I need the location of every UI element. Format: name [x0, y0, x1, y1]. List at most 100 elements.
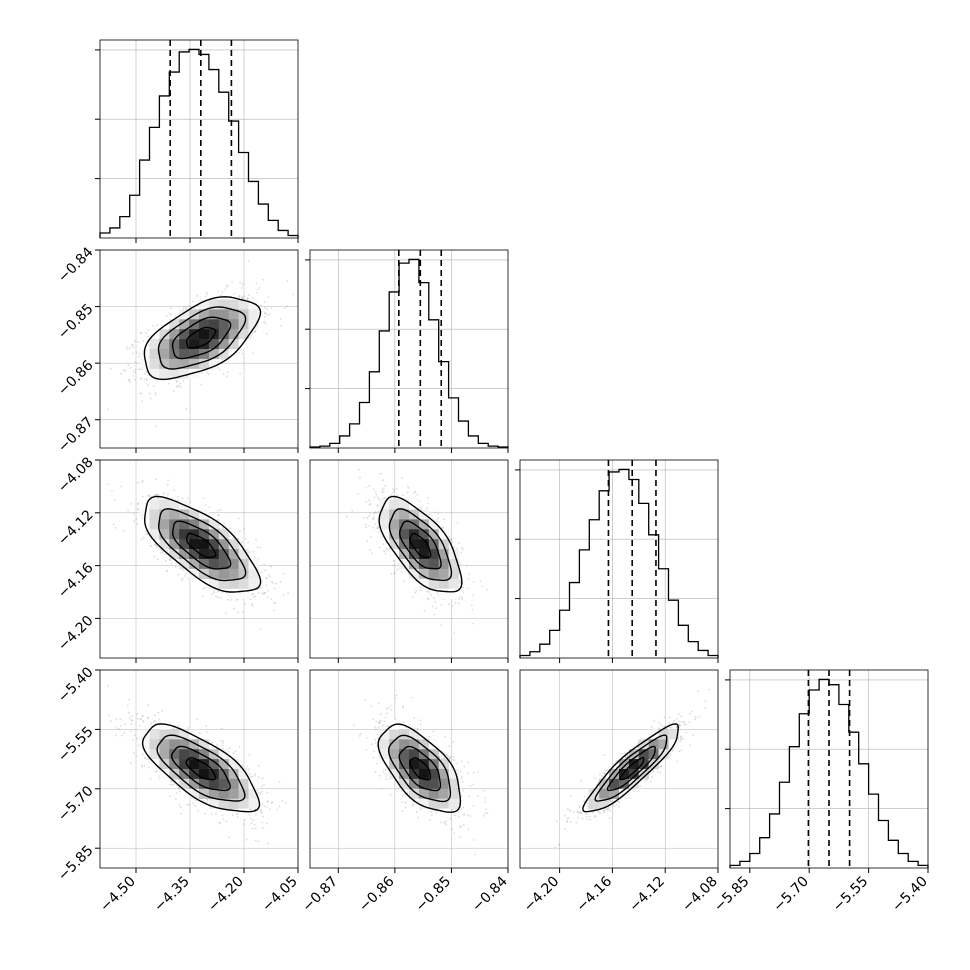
sample-point — [147, 494, 150, 497]
sample-point — [146, 717, 149, 720]
sample-point — [458, 561, 461, 564]
sample-point — [251, 602, 253, 605]
sample-point — [238, 296, 240, 298]
sample-point — [195, 799, 198, 802]
sample-point — [142, 340, 145, 342]
sample-point — [393, 571, 396, 574]
sample-point — [141, 400, 144, 402]
sample-point — [382, 479, 385, 482]
sample-point — [442, 526, 445, 529]
density-cell — [218, 339, 229, 350]
density-cell — [228, 588, 239, 599]
sample-point — [381, 491, 384, 494]
sample-point — [179, 382, 182, 385]
sample-point — [427, 597, 430, 600]
sample-point — [451, 538, 454, 540]
scatter-panel-2-1 — [95, 249, 299, 453]
sample-point — [109, 367, 112, 370]
sample-point — [204, 504, 207, 506]
sample-point — [164, 559, 167, 562]
sample-point — [144, 530, 147, 533]
density-cell — [228, 578, 239, 589]
sample-point — [456, 521, 459, 524]
contour-level-4 — [143, 495, 262, 593]
sample-point — [145, 533, 148, 535]
sample-point — [219, 508, 222, 511]
panel-content — [310, 460, 508, 658]
sample-point — [427, 497, 429, 499]
sample-point — [149, 392, 151, 395]
sample-point — [447, 603, 450, 606]
sample-point — [251, 332, 254, 334]
sample-point — [260, 586, 263, 589]
sample-point — [239, 372, 241, 375]
sample-point — [251, 604, 254, 607]
sample-point — [135, 518, 138, 521]
sample-point — [223, 523, 226, 525]
sample-point — [431, 605, 434, 608]
density-cell — [218, 529, 229, 540]
sample-point — [440, 624, 443, 627]
sample-point — [218, 821, 221, 824]
sample-point — [273, 609, 275, 612]
sample-point — [228, 747, 231, 750]
sample-point — [383, 550, 385, 552]
density-cell — [149, 349, 160, 360]
sample-point — [368, 524, 371, 527]
sample-point — [225, 285, 228, 288]
sample-point — [400, 570, 403, 573]
sample-point — [213, 589, 215, 592]
sample-point — [175, 380, 178, 382]
sample-point — [461, 586, 464, 589]
sample-point — [154, 771, 157, 774]
sample-point — [172, 390, 175, 392]
density-cell — [199, 549, 210, 560]
sample-point — [247, 541, 250, 544]
density-cell — [199, 309, 210, 320]
sample-point — [468, 573, 471, 576]
sample-point — [254, 839, 257, 842]
sample-point — [266, 596, 269, 599]
sample-point — [155, 545, 158, 547]
sample-point — [451, 605, 453, 607]
density-cell — [149, 368, 160, 379]
sample-point — [255, 538, 257, 541]
density-cell — [248, 568, 259, 580]
sample-point — [345, 515, 348, 518]
sample-point — [183, 306, 185, 309]
sample-point — [304, 568, 306, 570]
sample-point — [256, 288, 259, 291]
sample-point — [143, 372, 146, 375]
sample-point — [287, 592, 290, 595]
sample-point — [226, 375, 229, 378]
sample-point — [406, 485, 409, 488]
sample-point — [384, 485, 387, 487]
density-cell — [238, 568, 249, 580]
sample-point — [145, 379, 148, 382]
sample-point — [247, 259, 250, 262]
sample-point — [264, 322, 267, 325]
sample-point — [165, 553, 167, 556]
sample-point — [153, 494, 155, 497]
density-cell — [418, 578, 430, 589]
density-cell — [409, 549, 420, 560]
density-cell — [448, 578, 459, 589]
sample-point — [481, 585, 484, 588]
sample-point — [379, 472, 382, 475]
sample-point — [428, 590, 430, 593]
density-cell — [208, 349, 220, 360]
density-cell — [199, 329, 210, 340]
sample-point — [216, 591, 219, 593]
sample-point — [459, 581, 461, 583]
sample-point — [426, 597, 429, 600]
density-cell — [228, 539, 239, 550]
sample-point — [261, 580, 263, 582]
density-cell — [399, 509, 410, 520]
sample-point — [275, 582, 277, 585]
sample-point — [466, 564, 468, 567]
density-cell — [218, 559, 229, 570]
density-cell — [418, 529, 430, 540]
density-cell — [428, 539, 439, 550]
density-cell — [189, 559, 200, 570]
sample-point — [120, 372, 123, 375]
